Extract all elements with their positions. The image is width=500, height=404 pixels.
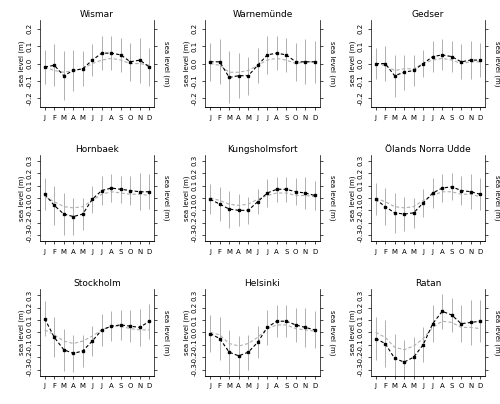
Y-axis label: sea level (m): sea level (m)	[184, 309, 190, 355]
Title: Helsinki: Helsinki	[244, 279, 280, 288]
Y-axis label: sea level (m): sea level (m)	[328, 309, 335, 355]
Y-axis label: sea level (m): sea level (m)	[350, 309, 356, 355]
Y-axis label: sea level (m): sea level (m)	[18, 309, 25, 355]
Y-axis label: sea level (m): sea level (m)	[494, 175, 500, 221]
Title: Hornbaek: Hornbaek	[75, 145, 119, 154]
Title: Wismar: Wismar	[80, 11, 114, 19]
Title: Warnemünde: Warnemünde	[232, 11, 292, 19]
Title: Kungsholmsfort: Kungsholmsfort	[227, 145, 298, 154]
Y-axis label: sea level (m): sea level (m)	[328, 41, 335, 86]
Y-axis label: sea level (m): sea level (m)	[350, 175, 356, 221]
Y-axis label: sea level (m): sea level (m)	[18, 175, 25, 221]
Y-axis label: sea level (m): sea level (m)	[163, 309, 170, 355]
Y-axis label: sea level (m): sea level (m)	[494, 309, 500, 355]
Title: Ölands Norra Udde: Ölands Norra Udde	[385, 145, 471, 154]
Y-axis label: sea level (m): sea level (m)	[163, 41, 170, 86]
Title: Stockholm: Stockholm	[73, 279, 121, 288]
Y-axis label: sea level (m): sea level (m)	[184, 41, 190, 86]
Y-axis label: sea level (m): sea level (m)	[328, 175, 335, 221]
Y-axis label: sea level (m): sea level (m)	[163, 175, 170, 221]
Title: Gedser: Gedser	[412, 11, 444, 19]
Y-axis label: sea level (m): sea level (m)	[494, 41, 500, 86]
Y-axis label: sea level (m): sea level (m)	[184, 175, 190, 221]
Y-axis label: sea level (m): sea level (m)	[18, 41, 25, 86]
Y-axis label: sea level (m): sea level (m)	[350, 41, 356, 86]
Title: Ratan: Ratan	[415, 279, 441, 288]
